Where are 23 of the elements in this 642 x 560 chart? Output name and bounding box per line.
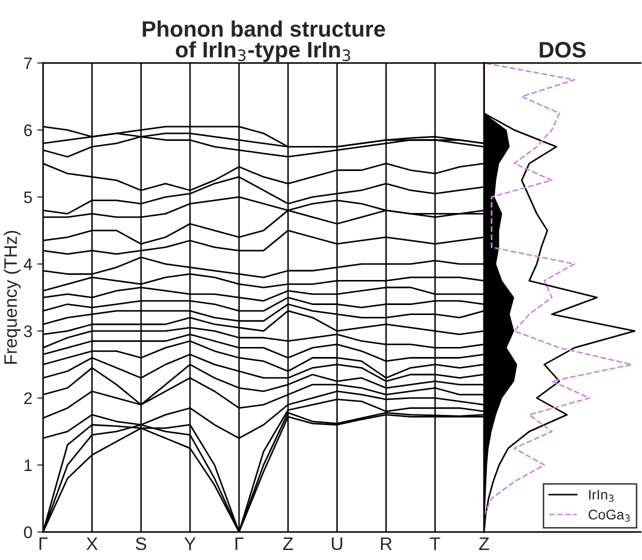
x-tick-label: Z bbox=[283, 538, 293, 550]
x-tick-label: Z bbox=[479, 538, 490, 550]
x-tick-label: Γ bbox=[236, 538, 244, 550]
x-tick-label: X bbox=[86, 538, 98, 550]
chart-title: DOS bbox=[540, 42, 586, 58]
y-tick-label: 2 bbox=[24, 392, 32, 404]
x-tick-label: R bbox=[381, 538, 392, 550]
legend-label: CoGa$_{3}$ bbox=[588, 510, 630, 522]
y-axis-title: Frequency (THz) bbox=[4, 230, 21, 364]
y-tick-label: 1 bbox=[24, 460, 32, 472]
y-tick-label: 7 bbox=[24, 58, 32, 70]
y-tick-label: 3 bbox=[24, 325, 32, 338]
y-tick-label: 0 bbox=[24, 526, 32, 538]
y-tick-label: 4 bbox=[24, 258, 32, 270]
x-tick-label: Y bbox=[184, 538, 196, 550]
x-tick-label: Γ bbox=[40, 538, 48, 550]
y-tick-label: 5 bbox=[24, 192, 32, 204]
x-tick-label: T bbox=[430, 538, 440, 550]
legend-label: IrIn$_{3}$ bbox=[589, 490, 614, 502]
x-tick-label: U bbox=[332, 538, 342, 550]
x-tick-label: S bbox=[136, 537, 146, 550]
chart-title: Phonon band structure of IrIn$_{3}$-type IrIn$_{3}$ bbox=[142, 20, 386, 62]
y-tick-label: 6 bbox=[24, 124, 32, 136]
